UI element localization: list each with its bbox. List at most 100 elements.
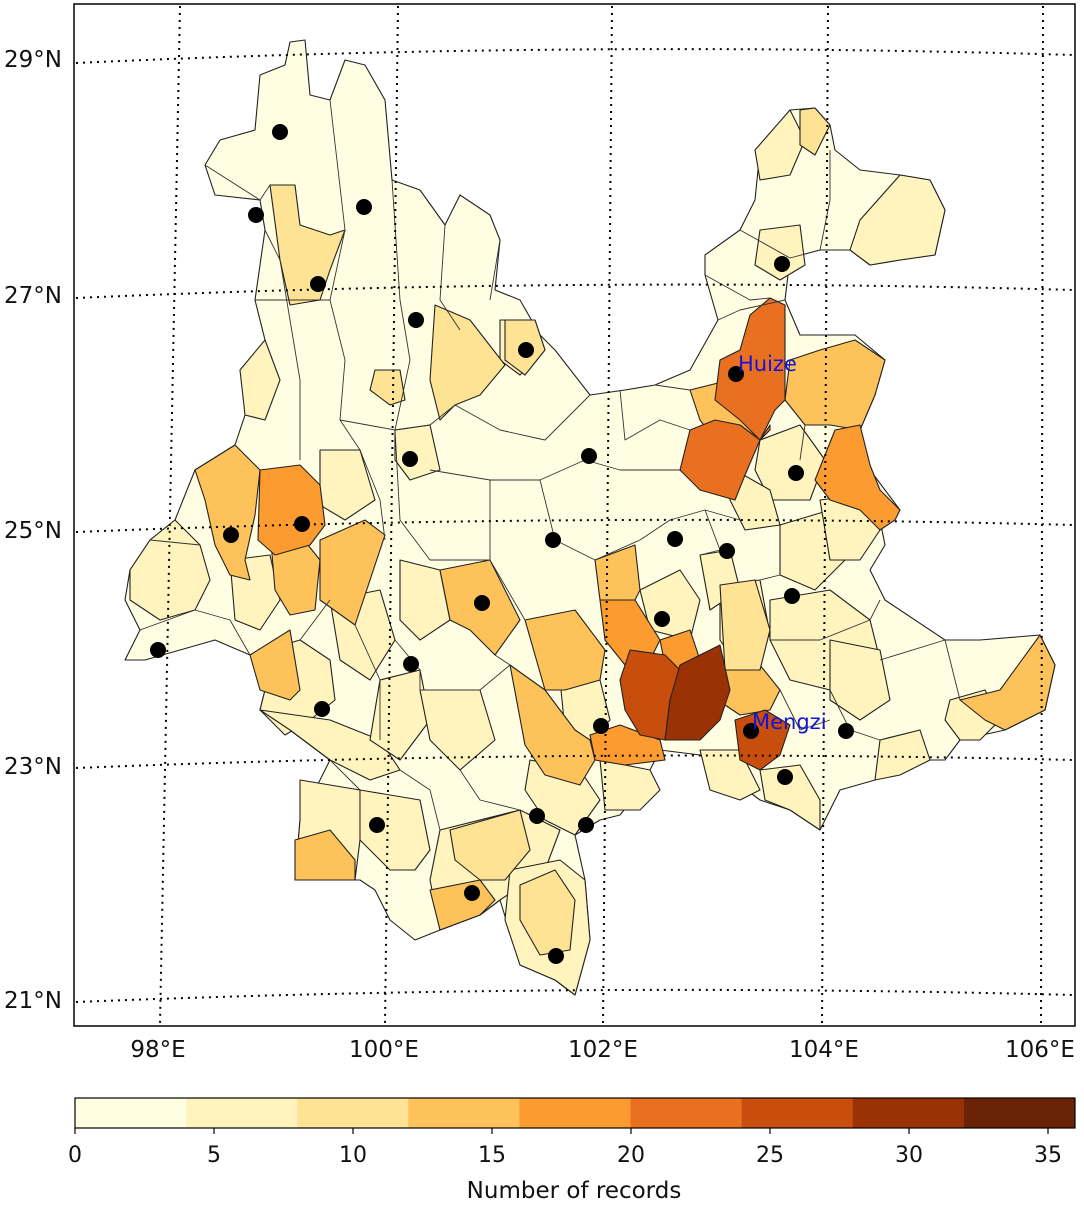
district-fill [429, 304, 506, 421]
stations [150, 124, 854, 964]
district-fill [754, 109, 806, 181]
district-fill [599, 759, 661, 811]
boundary-line [717, 299, 786, 321]
mid-regions [194, 339, 1056, 931]
station-marker [223, 527, 239, 543]
boundary-line [329, 99, 386, 541]
boundary-line [459, 769, 521, 811]
station-marker [667, 531, 683, 547]
station-marker [310, 276, 326, 292]
district-fill [679, 419, 761, 501]
district-fill [759, 764, 821, 831]
boundary-line [739, 150, 831, 259]
colorbar-segment [75, 1098, 187, 1128]
district-fill [259, 709, 401, 781]
district-fill [129, 519, 211, 621]
district-fill [194, 444, 261, 581]
colorbar-segment [519, 1098, 632, 1128]
station-marker [777, 769, 793, 785]
boundary-line [654, 384, 691, 391]
lon-label-98e: 98°E [130, 1037, 186, 1063]
lon-label-104e: 104°E [789, 1037, 859, 1063]
boundary-line [429, 459, 680, 481]
town-label-huize: Huize [738, 352, 797, 376]
yunnan-province [124, 39, 1056, 996]
colorbar-segment [741, 1098, 854, 1128]
boundary-line [299, 599, 331, 641]
station-marker [788, 465, 804, 481]
station-marker [581, 448, 597, 464]
lon-gridline-100e [384, 5, 399, 1025]
district-fill [759, 424, 771, 441]
boundary-line [759, 574, 781, 581]
colorbar-segment [852, 1098, 965, 1128]
colorbar-tick-35: 35 [1034, 1143, 1062, 1168]
boundary-line [489, 480, 526, 621]
station-marker [402, 451, 418, 467]
lon-gridline-104e [821, 5, 829, 1025]
boundary-line [494, 654, 511, 666]
district-fill [719, 579, 771, 671]
station-marker [719, 543, 735, 559]
colorbar-tick-0: 0 [68, 1143, 82, 1168]
district-fill [874, 729, 931, 781]
district-fill [714, 297, 786, 441]
district-fill [239, 339, 281, 421]
district-fill [754, 424, 826, 501]
district-fill [319, 519, 386, 626]
lat-label-29n: 29°N [4, 47, 62, 73]
district-fill [664, 644, 731, 741]
lat-label-27n: 27°N [4, 283, 62, 309]
lon-label-106e: 106°E [1005, 1037, 1075, 1063]
lon-label-102e: 102°E [568, 1037, 638, 1063]
boundary-line [799, 424, 806, 461]
station-marker [784, 588, 800, 604]
boundary-line [869, 599, 881, 621]
district-fill [849, 174, 946, 266]
station-marker [403, 656, 419, 672]
district-fill [399, 559, 451, 641]
boundary-line [264, 229, 281, 261]
colorbar-tick-20: 20 [617, 1143, 645, 1168]
boundary-line [944, 639, 961, 701]
station-marker [774, 256, 790, 272]
station-marker [529, 808, 545, 824]
boundary-line [489, 239, 501, 301]
colorbar-tick-15: 15 [478, 1143, 506, 1168]
station-marker [578, 817, 594, 833]
colorbar-frame [74, 1097, 1076, 1129]
station-marker [518, 342, 534, 358]
lon-gridline-106e [1040, 5, 1044, 1025]
station-marker [150, 642, 166, 658]
station-marker [272, 124, 288, 140]
district-fill [269, 184, 346, 306]
station-marker [548, 948, 564, 964]
pale-regions [269, 107, 831, 956]
colorbar [74, 1097, 1076, 1134]
boundary-line [354, 624, 381, 740]
colorbar-tick-10: 10 [339, 1143, 367, 1168]
station-marker [838, 723, 854, 739]
lat-label-25n: 25°N [4, 518, 62, 544]
town-label-mengzi: Mengzi [752, 710, 827, 734]
station-marker [369, 817, 385, 833]
boundary-line [779, 689, 831, 731]
district-fill [959, 634, 1056, 731]
station-marker [314, 701, 330, 717]
boundary-line [339, 394, 591, 441]
lat-label-23n: 23°N [4, 754, 62, 780]
boundary-line [399, 769, 441, 881]
station-marker [408, 312, 424, 328]
district-fill [369, 369, 406, 406]
boundary-line [770, 619, 871, 641]
colorbar-tick-30: 30 [895, 1143, 923, 1168]
colorbar-segment [297, 1098, 409, 1128]
colorbar-segment [408, 1098, 520, 1128]
district-fill [814, 424, 901, 531]
station-marker [545, 532, 561, 548]
colorbar-tick-5: 5 [207, 1143, 221, 1168]
lon-gridline-98e [159, 5, 181, 1025]
deep-orange-regions [679, 297, 786, 501]
district-fill [799, 107, 831, 156]
district-fill [784, 339, 886, 431]
